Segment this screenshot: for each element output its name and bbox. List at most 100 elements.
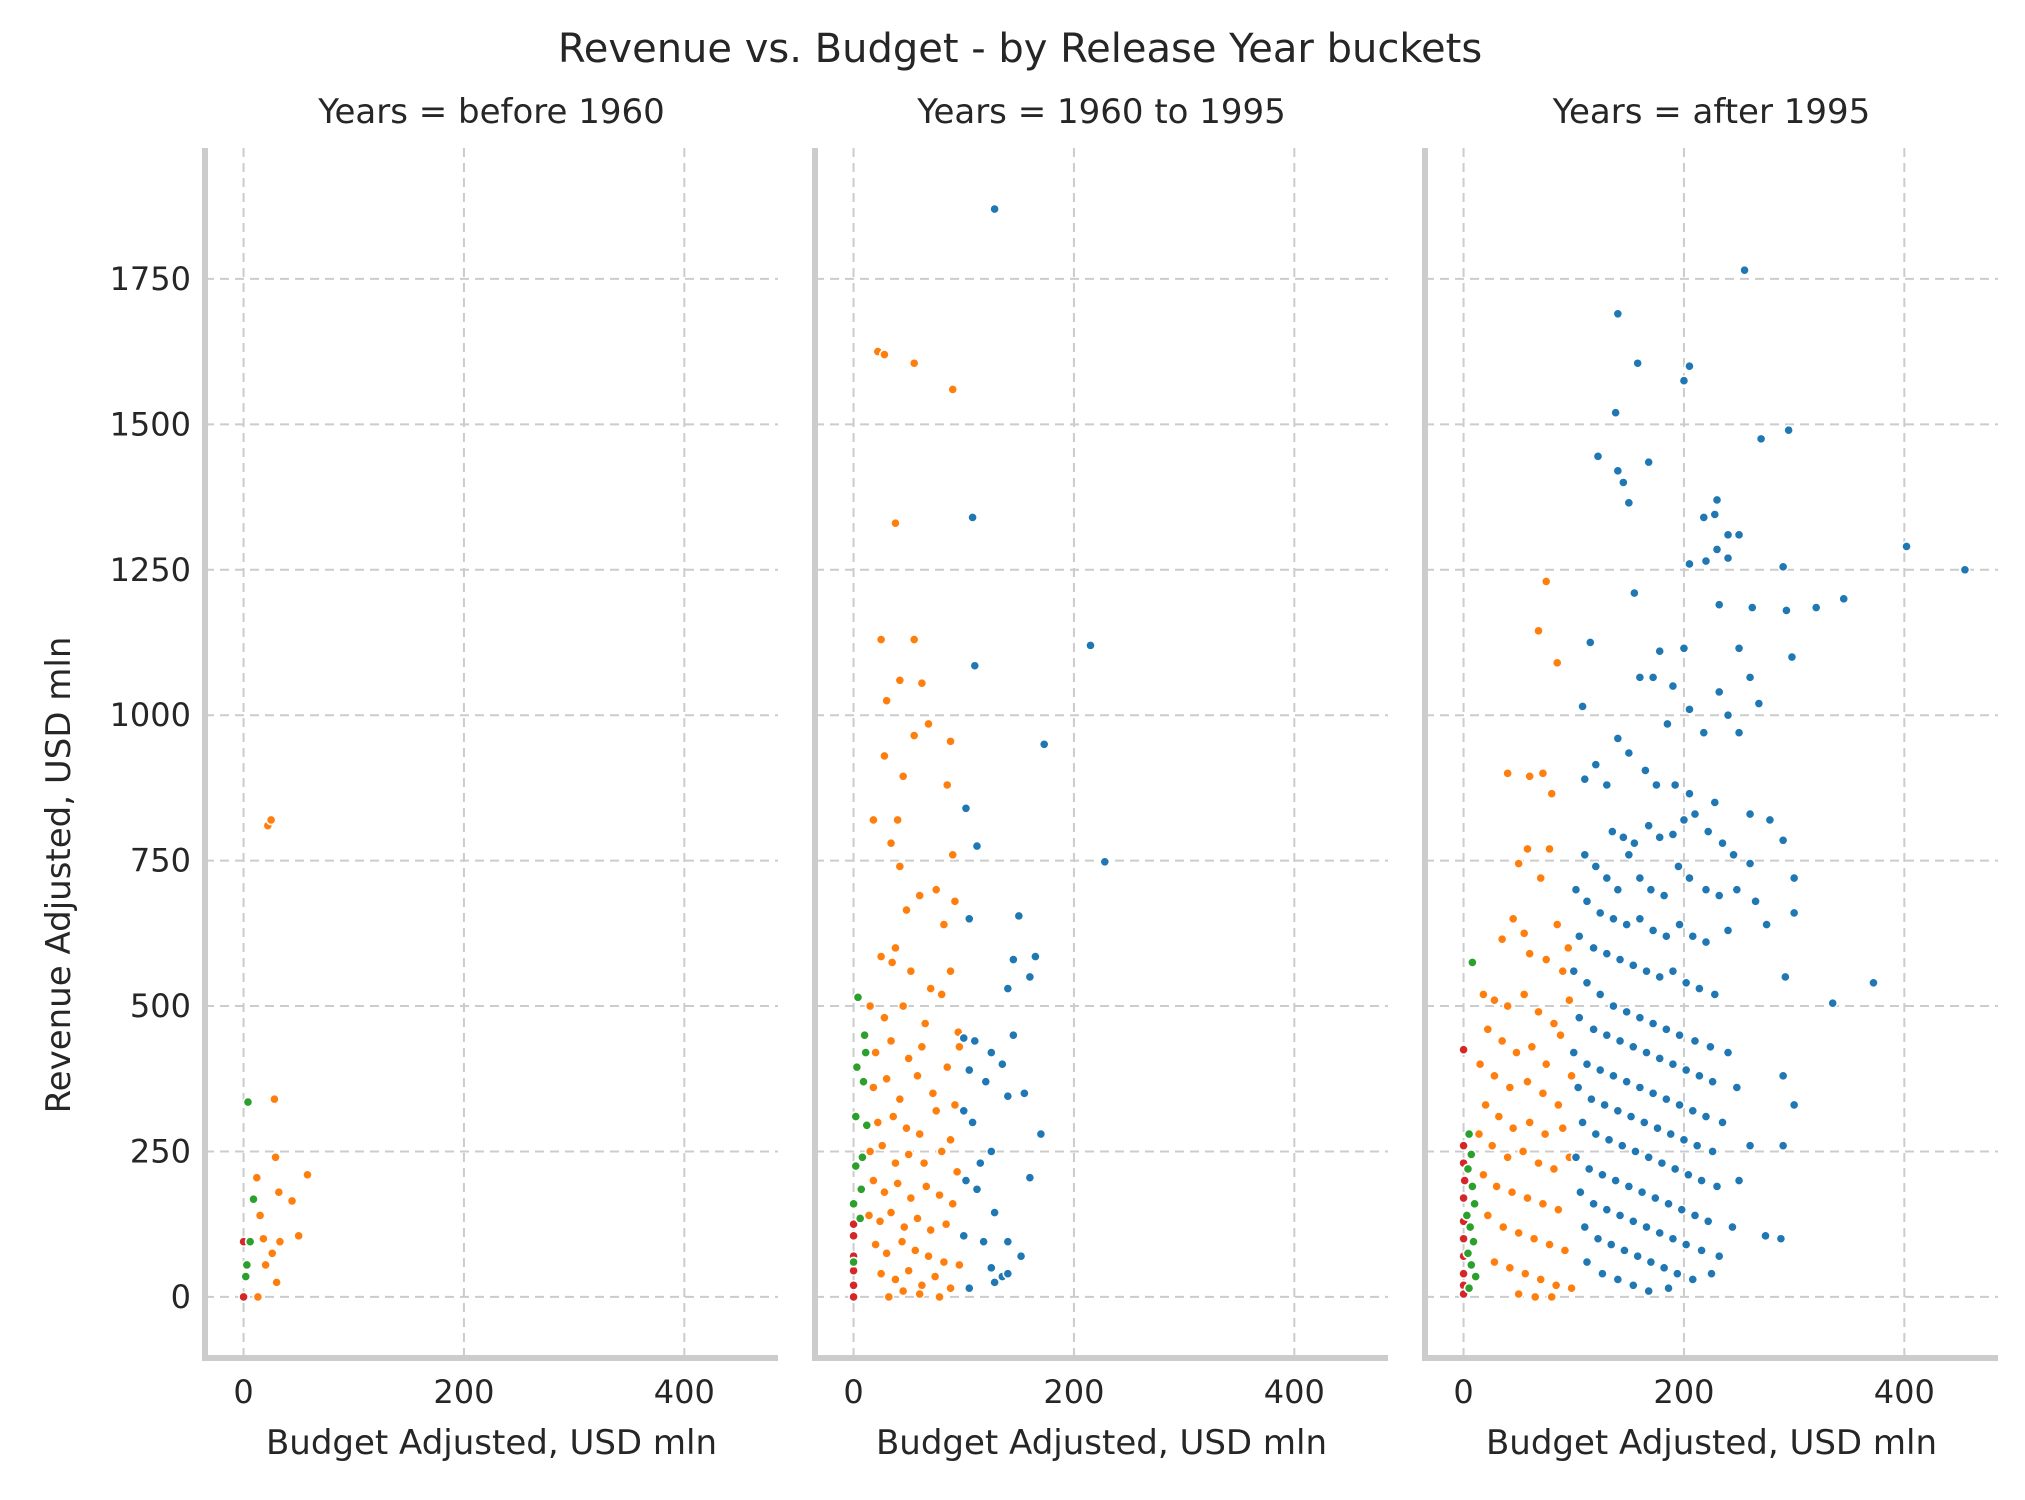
data-point xyxy=(1599,1099,1611,1111)
data-point xyxy=(1015,1250,1027,1262)
data-point xyxy=(1674,919,1685,931)
data-point xyxy=(1579,849,1591,861)
data-point xyxy=(1684,360,1695,372)
data-point xyxy=(1651,779,1662,791)
data-point xyxy=(945,965,956,977)
data-point xyxy=(1517,1146,1529,1157)
data-point xyxy=(1513,1288,1525,1300)
data-point xyxy=(242,1096,254,1108)
data-point xyxy=(870,1047,882,1058)
data-point xyxy=(1566,1070,1577,1082)
data-point xyxy=(1610,1175,1622,1186)
data-point xyxy=(1581,977,1593,989)
data-point xyxy=(1667,965,1679,977)
data-point xyxy=(1528,1233,1540,1245)
data-point xyxy=(872,1116,884,1128)
data-point xyxy=(270,1151,281,1163)
y-tick-label: 1500 xyxy=(110,405,191,443)
data-point xyxy=(1727,1221,1738,1233)
data-point xyxy=(1085,639,1096,651)
x-axis-label: Budget Adjusted, USD mln xyxy=(1486,1423,1937,1463)
data-point xyxy=(879,349,890,360)
data-point xyxy=(1777,1140,1789,1152)
data-point xyxy=(1684,788,1695,800)
data-point xyxy=(1544,1239,1555,1250)
data-point xyxy=(1463,1128,1475,1140)
data-point xyxy=(901,904,912,916)
data-point xyxy=(855,1183,867,1195)
data-point xyxy=(890,942,901,954)
data-point xyxy=(1461,1210,1473,1221)
data-point xyxy=(1594,989,1606,1000)
data-point xyxy=(1722,709,1734,721)
data-point xyxy=(1468,1236,1479,1248)
data-point xyxy=(1753,698,1765,709)
data-point xyxy=(945,1282,956,1294)
data-point xyxy=(1568,1047,1580,1058)
data-point xyxy=(1497,1221,1509,1233)
data-point xyxy=(1623,747,1635,759)
data-point xyxy=(1546,788,1558,800)
data-point xyxy=(892,1178,904,1189)
data-point xyxy=(1669,1163,1681,1175)
data-point xyxy=(848,1291,859,1303)
data-point xyxy=(860,1047,872,1058)
data-point xyxy=(1663,1282,1674,1294)
data-point xyxy=(1722,529,1734,541)
data-point xyxy=(1552,1204,1564,1216)
data-point xyxy=(273,1186,285,1198)
data-point xyxy=(1007,954,1019,965)
data-point xyxy=(905,1192,917,1204)
x-tick-label: 0 xyxy=(233,1373,253,1411)
data-point xyxy=(1557,1122,1569,1134)
data-point xyxy=(1573,1012,1585,1024)
data-point xyxy=(850,1160,862,1172)
data-point xyxy=(1788,907,1800,919)
data-point xyxy=(1779,971,1791,983)
data-point xyxy=(1612,733,1624,744)
data-point xyxy=(870,1239,882,1250)
data-point xyxy=(1656,1157,1668,1169)
x-tick-label: 0 xyxy=(1453,1373,1473,1411)
y-tick-label: 500 xyxy=(130,987,191,1025)
data-point xyxy=(885,1207,897,1218)
y-tick-label: 1250 xyxy=(110,551,191,589)
data-point xyxy=(1579,1221,1591,1233)
data-point xyxy=(1641,965,1652,977)
data-point xyxy=(1628,587,1640,599)
data-point xyxy=(919,1018,931,1029)
data-point xyxy=(1566,1282,1577,1294)
data-point xyxy=(302,1169,313,1181)
data-point xyxy=(996,1058,1008,1070)
data-point xyxy=(1559,1244,1571,1256)
data-point xyxy=(1621,1006,1633,1018)
data-point xyxy=(1522,1192,1533,1204)
y-tick-label: 1000 xyxy=(110,696,191,734)
x-tick-label: 200 xyxy=(1043,1373,1104,1411)
data-point xyxy=(892,814,904,826)
data-point xyxy=(916,677,928,689)
data-point xyxy=(925,983,937,995)
data-point xyxy=(848,1198,859,1210)
data-point xyxy=(858,1076,869,1088)
data-point xyxy=(1570,1151,1582,1163)
data-point xyxy=(1462,1163,1474,1175)
data-point xyxy=(1463,1282,1475,1294)
data-point xyxy=(1676,1204,1688,1216)
data-point xyxy=(1002,1090,1014,1102)
data-point xyxy=(1680,1239,1692,1250)
facet-1960-to-1995: Years = 1960 to 1995 0 200 400 Budget Adjust… xyxy=(812,92,1388,1463)
data-point xyxy=(1744,1140,1756,1152)
data-point xyxy=(1601,1204,1613,1216)
data-point xyxy=(1634,1082,1646,1093)
data-point xyxy=(851,1061,863,1073)
data-point xyxy=(1458,1268,1469,1280)
data-point xyxy=(1577,1116,1588,1128)
data-point xyxy=(1537,767,1549,779)
data-point xyxy=(265,814,277,826)
data-point xyxy=(1667,680,1679,692)
data-point xyxy=(914,1128,926,1140)
data-point xyxy=(241,1259,253,1271)
data-point xyxy=(854,1212,866,1224)
data-point xyxy=(1539,1128,1551,1140)
